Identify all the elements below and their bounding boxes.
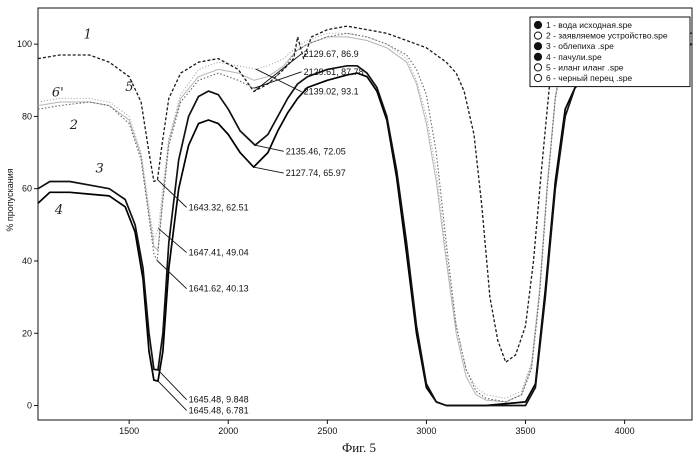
annotation-label: 2139.02, 93.1 [304, 87, 359, 97]
annotation-label: 2127.74, 65.97 [286, 168, 346, 178]
y-tick-label: 0 [27, 401, 32, 411]
legend-entry: 6 - черный перец .spe [546, 73, 632, 83]
x-tick-label: 3000 [416, 426, 436, 436]
legend-marker [534, 64, 541, 71]
annotation-label: 1643.32, 62.51 [189, 202, 249, 212]
legend-entry: 5 - иланг иланг .spe [546, 62, 624, 72]
annotation-label: 1645.48, 9.848 [189, 395, 249, 405]
curve-number-label: 1 [84, 28, 92, 43]
legend-entry: 3 - облепиха .spe [546, 41, 614, 51]
legend-entry: 1 - вода исходная.spe [546, 20, 632, 30]
annotation-label: 2135.46, 72.05 [286, 146, 346, 156]
annotation-label: 2129.67, 86.9 [304, 49, 359, 59]
legend-marker [534, 74, 541, 81]
curve-number-label: 6' [52, 86, 64, 101]
annotation-label: 2129.61, 87.78 [304, 67, 364, 77]
annotation-label: 1647.41, 49.04 [189, 248, 249, 258]
y-tick-label: 80 [22, 111, 32, 121]
x-tick-label: 3500 [516, 426, 536, 436]
legend-marker [534, 53, 541, 60]
curve-number-label: 3 [95, 161, 103, 176]
x-tick-label: 2000 [218, 426, 238, 436]
x-tick-label: 4000 [615, 426, 635, 436]
legend-marker [534, 21, 541, 28]
y-tick-label: 100 [17, 39, 32, 49]
legend-marker [534, 43, 541, 50]
figure-caption: Фиг. 5 [342, 440, 376, 455]
y-tick-label: 20 [22, 328, 32, 338]
y-tick-label: 40 [22, 256, 32, 266]
legend-marker [534, 32, 541, 39]
legend-entry: 2 - заявляемое устройство.spe [546, 31, 668, 41]
annotation-label: 1641.62, 40.13 [189, 284, 249, 294]
legend-entry: 4 - пачули.spe [546, 52, 602, 62]
legend: 1 - вода исходная.spe2 - заявляемое устр… [530, 17, 690, 87]
y-tick-label: 60 [22, 184, 32, 194]
x-tick-label: 1500 [119, 426, 139, 436]
curve-number-label: 4 [54, 203, 63, 218]
annotation-label: 1645.48, 6.781 [189, 405, 249, 415]
x-tick-label: 2500 [317, 426, 337, 436]
y-axis-label: % пропускания [5, 168, 15, 231]
curve-number-label: 2 [69, 118, 78, 133]
curve-number-label: 5 [125, 80, 133, 95]
